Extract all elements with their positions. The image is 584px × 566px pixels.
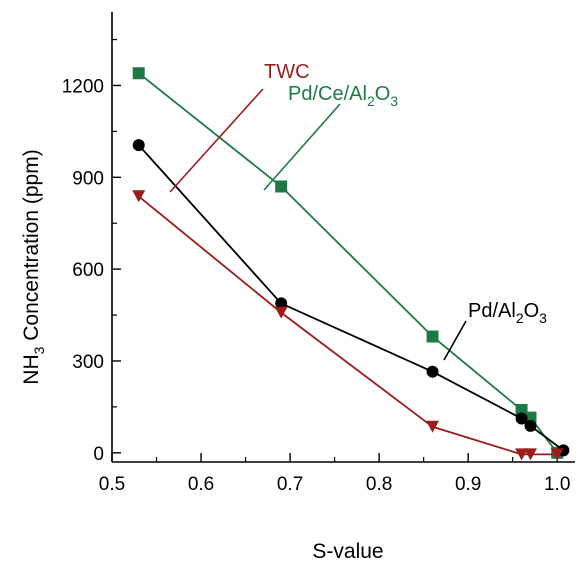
data-point-square — [275, 180, 288, 193]
data-point-square — [524, 411, 537, 424]
data-point-circle — [426, 365, 439, 378]
x-axis-label: S-value — [312, 540, 383, 563]
x-axis-ticks: 0.5 0.6 0.7 0.8 0.9 1.0 — [99, 453, 570, 495]
data-point-triangle — [515, 448, 529, 461]
x-tick-label: 0.7 — [277, 474, 303, 495]
y-tick-label: 300 — [72, 352, 104, 373]
series-label: Pd/Ce/Al2O3 — [288, 83, 398, 109]
data-point-square — [426, 330, 439, 343]
x-tick-label: 0.6 — [188, 474, 214, 495]
series-annotations: Pd/Ce/Al2O3 Pd/Al2O3 TWC — [169, 61, 547, 361]
data-point-triangle — [426, 420, 440, 433]
plot-frame — [111, 12, 575, 463]
series-label: Pd/Al2O3 — [468, 300, 547, 326]
data-point-triangle — [523, 448, 537, 461]
series-line — [138, 144, 564, 452]
x-tick-label: 0.5 — [99, 474, 125, 495]
x-tick-label: 0.9 — [455, 474, 481, 495]
y-tick-label: 600 — [72, 260, 104, 281]
series-label-leader — [169, 88, 264, 193]
series-line — [138, 195, 558, 456]
data-point-circle — [524, 419, 537, 432]
series-label-leader — [263, 103, 341, 191]
data-point-triangle — [274, 306, 288, 319]
series-label-leader — [443, 320, 467, 361]
series-line — [138, 72, 558, 454]
x-tick-label: 1.0 — [544, 474, 570, 495]
series-circle — [132, 139, 570, 457]
y-tick-label: 900 — [72, 168, 104, 189]
y-tick-label: 0 — [93, 444, 104, 465]
data-point-square — [132, 67, 145, 80]
data-point-triangle — [550, 448, 564, 461]
y-axis-ticks: 0 300 600 900 1200 — [62, 38, 121, 465]
y-tick-label: 1200 — [62, 76, 104, 97]
y-axis-label: NH3 Concentration (ppm) — [20, 149, 47, 384]
x-tick-label: 0.8 — [366, 474, 392, 495]
series-square — [132, 67, 564, 459]
data-point-circle — [275, 297, 288, 310]
series-triangle-down — [132, 190, 564, 461]
series-label: TWC — [264, 61, 310, 83]
series-layer — [132, 67, 570, 461]
data-point-circle — [515, 412, 528, 425]
data-point-triangle — [132, 190, 146, 203]
data-point-circle — [132, 139, 145, 152]
